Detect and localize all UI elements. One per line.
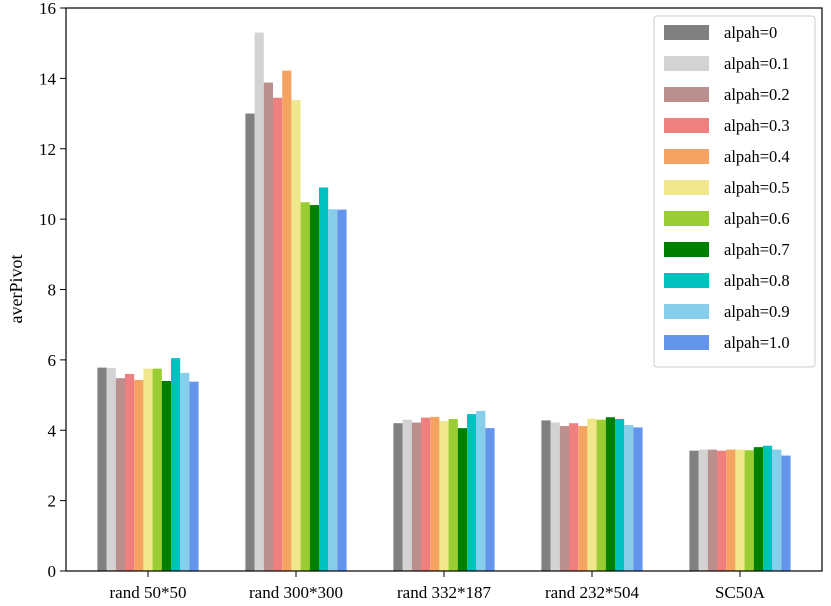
legend-swatch (664, 304, 709, 319)
bar-2-9 (476, 410, 486, 571)
y-tick-label: 10 (39, 210, 56, 229)
bar-4-6 (744, 450, 754, 571)
bar-0-2 (115, 378, 125, 571)
bars-group (97, 32, 791, 572)
x-axis-ticks: rand 50*50 rand 300*300 rand 332*187 rand 2… (110, 571, 766, 602)
legend: alpah=0 alpah=0.1 alpah=0.2 alpah=0.3 alpah=… (653, 15, 816, 368)
bar-3-1 (550, 422, 560, 571)
legend-label: alpah=0.3 (724, 116, 790, 135)
legend-label: alpah=0.8 (724, 271, 790, 290)
bar-0-10 (189, 381, 199, 571)
bar-2-2 (411, 422, 421, 571)
bar-4-0 (689, 450, 699, 571)
y-tick-label: 8 (48, 281, 57, 300)
bar-2-6 (448, 418, 458, 571)
bar-1-8 (319, 187, 329, 571)
bar-0-1 (106, 367, 116, 571)
bar-2-3 (421, 417, 431, 571)
legend-swatch (664, 56, 709, 71)
y-tick-label: 2 (48, 492, 57, 511)
y-tick-label: 16 (39, 0, 56, 18)
bar-3-5 (587, 418, 597, 571)
x-tick-label: rand 300*300 (249, 583, 343, 602)
bar-4-5 (735, 449, 745, 571)
bar-3-7 (605, 417, 615, 571)
bar-0-9 (180, 372, 190, 571)
bar-1-3 (273, 97, 283, 571)
legend-label: alpah=0.2 (724, 85, 790, 104)
y-axis-label: averPivot (6, 255, 26, 324)
bar-1-2 (263, 82, 273, 571)
bar-4-8 (763, 445, 773, 571)
bar-1-10 (337, 209, 347, 571)
bar-1-9 (328, 209, 338, 571)
bar-3-8 (615, 418, 625, 571)
bar-4-4 (726, 449, 736, 571)
legend-swatch (664, 25, 709, 40)
bar-0-5 (143, 368, 153, 571)
legend-swatch (664, 211, 709, 226)
bar-3-6 (596, 419, 606, 571)
legend-swatch (664, 273, 709, 288)
y-tick-label: 0 (48, 562, 57, 581)
bar-0-6 (152, 368, 162, 571)
bar-2-10 (485, 428, 495, 571)
x-tick-label: rand 332*187 (397, 583, 491, 602)
bar-0-4 (134, 379, 144, 571)
y-tick-label: 14 (39, 69, 57, 88)
bar-3-4 (578, 426, 588, 571)
legend-label: alpah=0.4 (724, 147, 790, 166)
x-tick-label: SC50A (715, 583, 766, 602)
bar-3-9 (624, 424, 634, 571)
bar-1-1 (254, 32, 264, 571)
legend-swatch (664, 118, 709, 133)
bar-0-7 (161, 380, 171, 571)
y-tick-label: 4 (48, 421, 57, 440)
legend-swatch (664, 335, 709, 350)
legend-swatch (664, 149, 709, 164)
legend-label: alpah=0.1 (724, 54, 790, 73)
legend-label: alpah=0.9 (724, 302, 790, 321)
bar-1-6 (300, 202, 310, 572)
plot-frame (65, 7, 823, 572)
bar-2-4 (430, 416, 440, 571)
legend-swatch (664, 242, 709, 257)
bar-3-3 (569, 423, 579, 571)
bar-2-5 (439, 421, 449, 571)
legend-swatch (664, 180, 709, 195)
bar-3-10 (633, 427, 643, 571)
bar-1-0 (245, 113, 255, 571)
bar-3-2 (559, 426, 569, 571)
bar-4-10 (781, 455, 791, 571)
legend-swatch (664, 87, 709, 102)
y-tick-label: 12 (39, 140, 56, 159)
legend-label: alpah=1.0 (724, 333, 790, 352)
x-tick-label: rand 50*50 (110, 583, 187, 602)
legend-label: alpah=0 (724, 23, 777, 42)
y-axis-ticks: 0 2 4 6 8 10 12 14 16 (39, 0, 66, 581)
legend-label: alpah=0.7 (724, 240, 790, 259)
legend-label: alpah=0.5 (724, 178, 790, 197)
y-tick-label: 6 (48, 351, 57, 370)
bar-2-8 (467, 414, 477, 571)
bar-0-0 (97, 367, 107, 571)
bar-2-7 (457, 428, 467, 571)
x-tick-label: rand 232*504 (545, 583, 639, 602)
bar-4-9 (772, 449, 782, 571)
bar-1-4 (282, 70, 292, 571)
bar-4-2 (707, 449, 717, 571)
bar-4-3 (717, 450, 727, 571)
bar-1-5 (291, 100, 301, 571)
bar-4-1 (698, 449, 708, 571)
bar-1-7 (309, 205, 319, 572)
bar-4-7 (753, 447, 763, 571)
bar-0-3 (125, 373, 135, 571)
legend-label: alpah=0.6 (724, 209, 790, 228)
bar-2-0 (393, 423, 403, 571)
bar-0-8 (171, 358, 181, 571)
bar-2-1 (402, 419, 412, 571)
bar-3-0 (541, 420, 551, 571)
